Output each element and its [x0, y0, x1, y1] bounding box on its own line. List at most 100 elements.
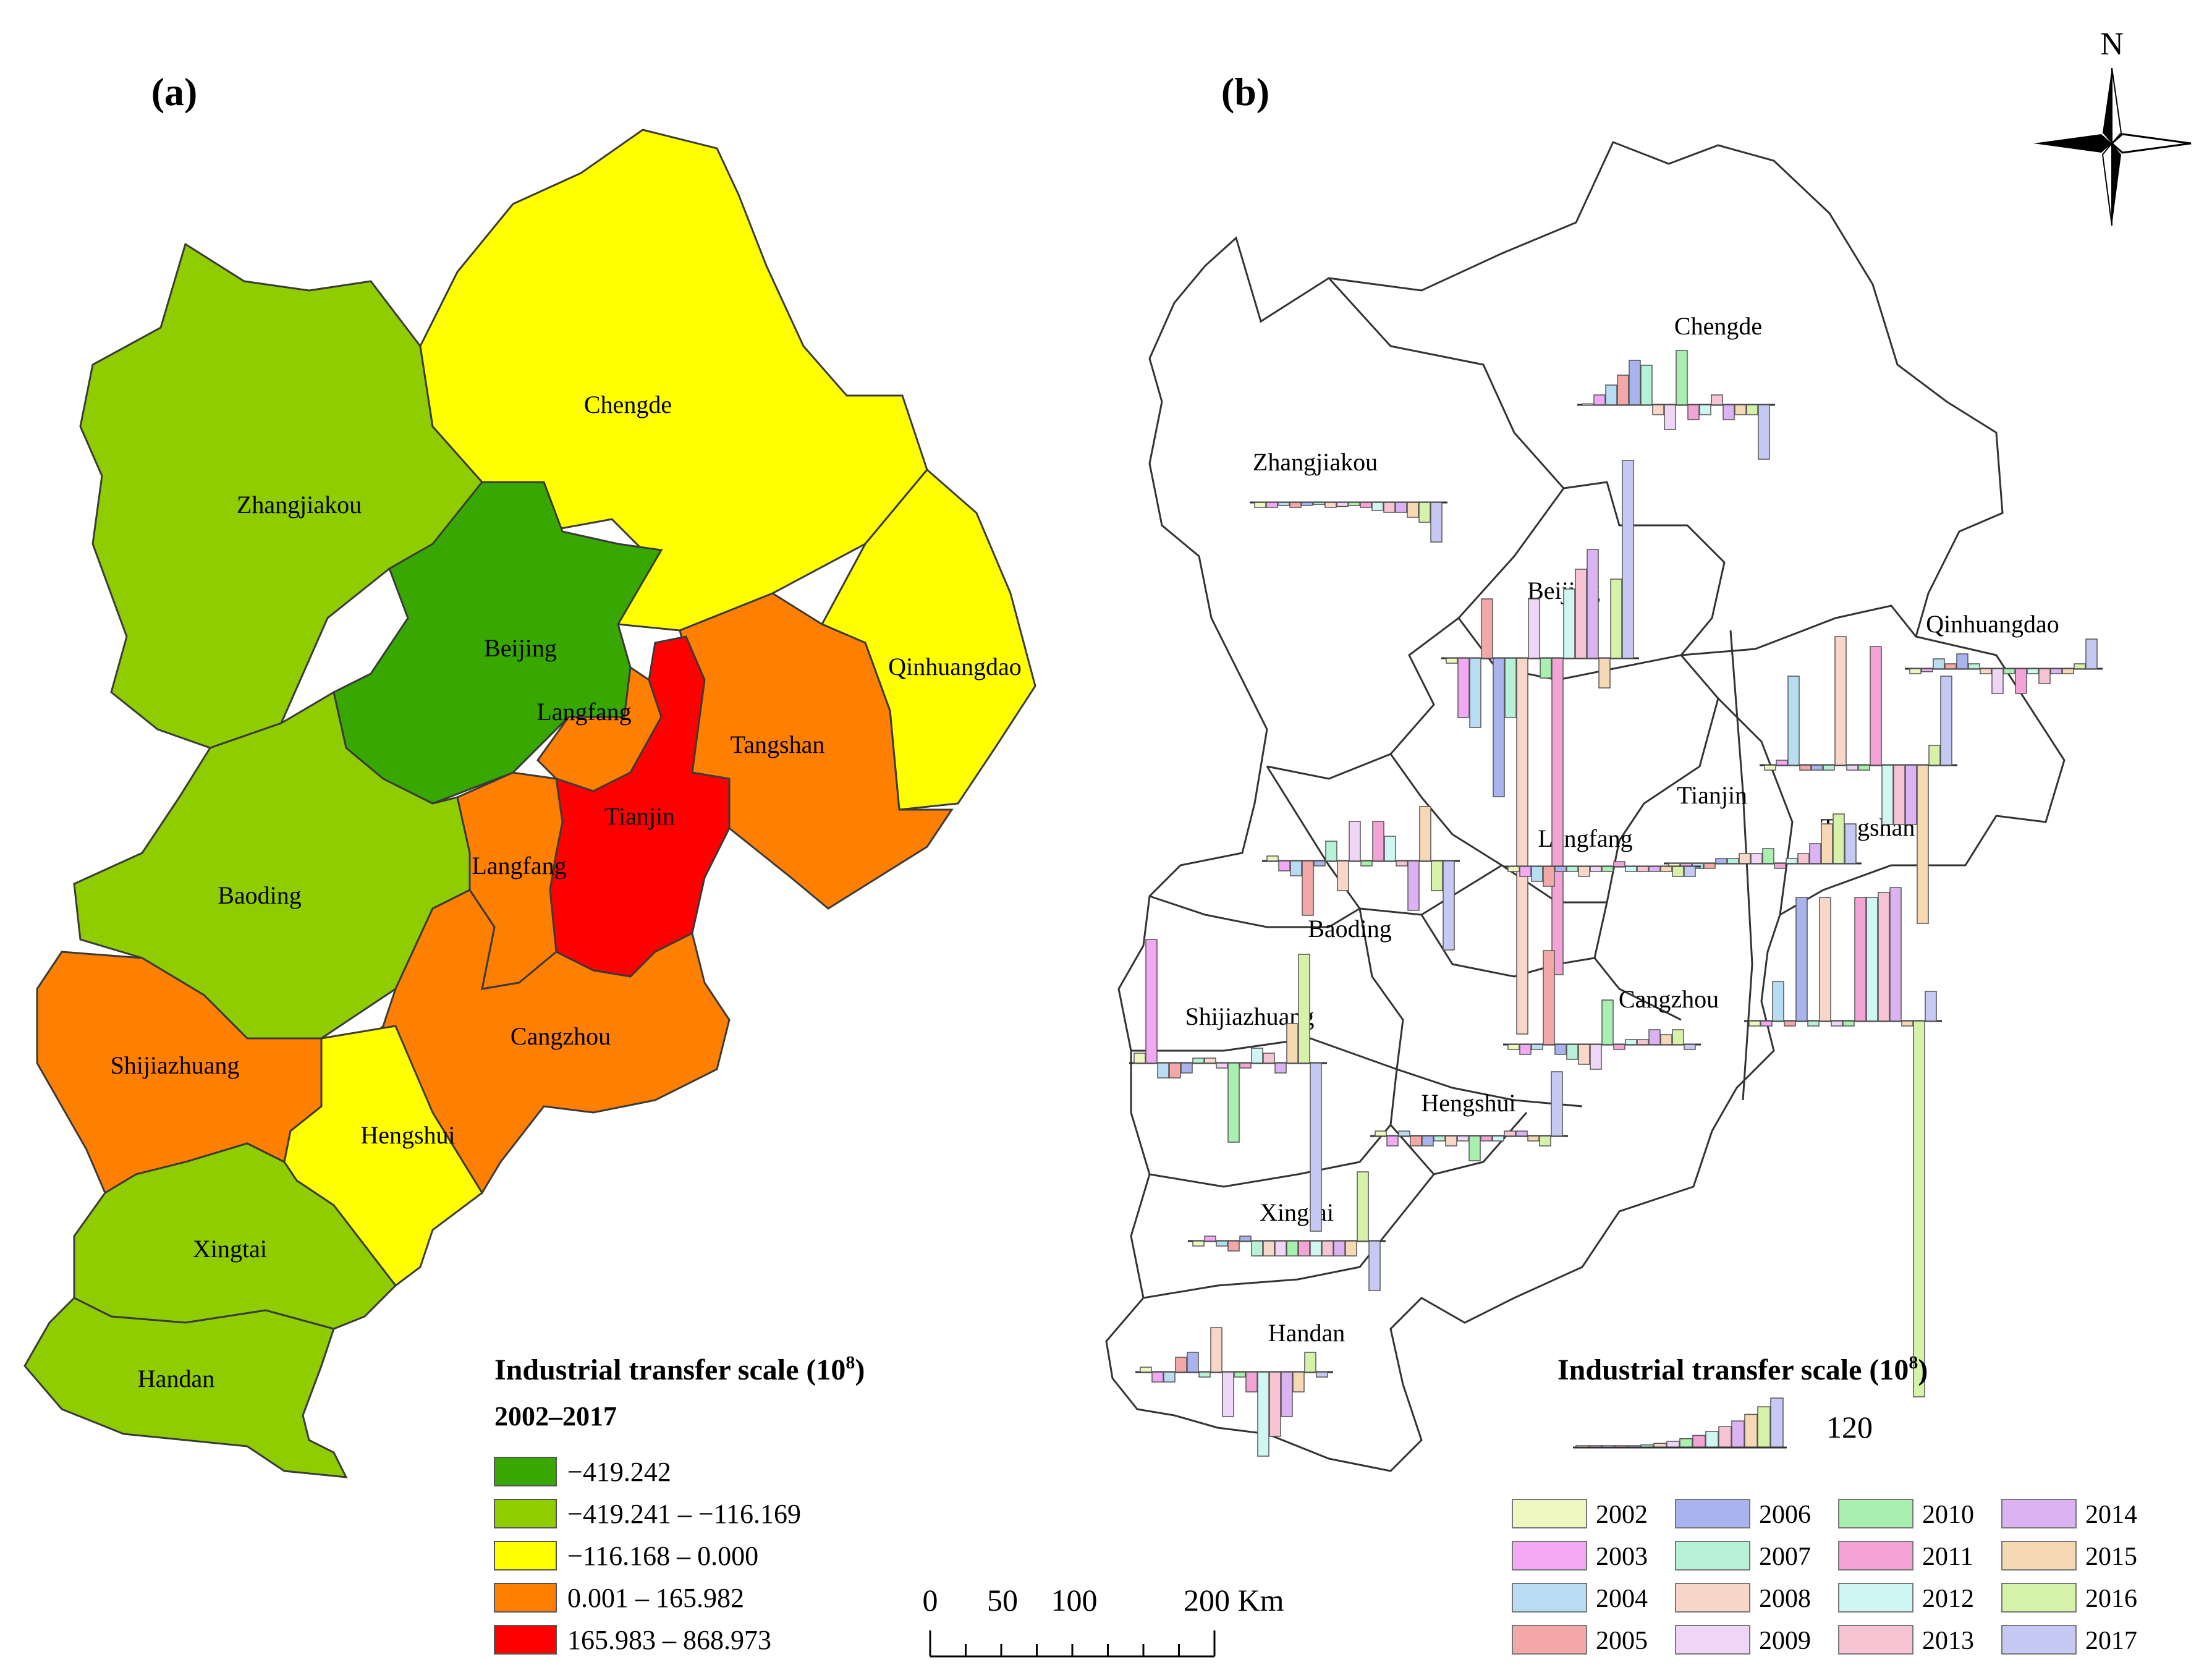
- city-label-baoding: Baoding: [218, 881, 302, 909]
- year-label-2010: 2010: [1922, 1501, 1974, 1529]
- bar-2011: [1687, 404, 1700, 420]
- legend-a-label-2: −419.241 – −116.169: [567, 1499, 801, 1529]
- bar-2012: [1257, 1371, 1269, 1457]
- legend-a-label-4: 0.001 – 165.982: [567, 1583, 744, 1613]
- bar-2009: [1336, 502, 1349, 507]
- b-city-label-zhangjiakou: Zhangjiakou: [1253, 448, 1378, 476]
- bar-2003: [1386, 1135, 1399, 1147]
- bar-chart-chengde: [1577, 350, 1775, 460]
- bar-2013: [1711, 394, 1723, 405]
- bar-chart-hengshui: [1370, 1071, 1568, 1161]
- b-city-label-hengshui: Hengshui: [1421, 1089, 1515, 1117]
- bar-2006: [1554, 1044, 1567, 1055]
- bar-2017: [1551, 1071, 1563, 1137]
- bar-2008: [1578, 866, 1590, 877]
- bar-2017: [1443, 860, 1455, 951]
- bar-2007: [1251, 1240, 1263, 1257]
- bar-2009: [1349, 821, 1361, 862]
- bar-2007: [1566, 1044, 1578, 1060]
- bar-2010: [2003, 668, 2015, 674]
- bar-2013: [1575, 569, 1587, 659]
- panel-b-outer-boundary: [1105, 141, 2066, 1472]
- bar-chart-tangshan: [1760, 636, 1957, 924]
- bar-2005: [1302, 860, 1314, 916]
- bar-2009: [1846, 765, 1858, 771]
- bar-2010: [1601, 866, 1614, 872]
- bar-2008: [1980, 668, 1992, 674]
- panel-a-map: [23, 129, 1036, 1478]
- bar-2004: [1531, 866, 1543, 882]
- bar-2011: [1774, 863, 1786, 869]
- bar-2008: [1324, 502, 1337, 508]
- bar-2016: [1833, 813, 1845, 864]
- bar-2013: [1893, 765, 1905, 825]
- bar-2017: [1844, 823, 1857, 864]
- bar-2002: [1192, 1240, 1205, 1247]
- bar-2012: [1699, 404, 1711, 415]
- bar-2015: [1527, 1135, 1540, 1142]
- bar-2015: [1901, 1020, 1913, 1027]
- year-swatch-2006: [1675, 1499, 1750, 1528]
- bar-2006: [1715, 858, 1727, 864]
- year-swatch-2015: [2001, 1541, 2077, 1570]
- legend-a-label-1: −419.242: [567, 1457, 671, 1487]
- year-label-2006: 2006: [1759, 1501, 1811, 1529]
- bar-2009: [1831, 1020, 1843, 1027]
- bar-2010: [1348, 502, 1360, 506]
- legend-a-swatch-1: [494, 1457, 557, 1486]
- city-label-tangshan: Tangshan: [731, 731, 825, 758]
- b-city-label-baoding: Baoding: [1308, 915, 1392, 943]
- bar-2013: [1637, 1039, 1649, 1045]
- bar-2002: [1909, 668, 1922, 674]
- city-label-langfang-north: Langfang: [536, 698, 631, 726]
- bar-2005: [1944, 663, 1957, 669]
- year-label-2013: 2013: [1922, 1627, 1974, 1655]
- bar-chart-handan: [1135, 1327, 1333, 1457]
- bar-2011: [1372, 821, 1384, 862]
- year-swatch-2010: [1838, 1499, 1913, 1528]
- bar-2012: [1866, 897, 1878, 1022]
- legend-ref-bar: [1679, 1438, 1693, 1448]
- bar-2011: [1870, 646, 1882, 766]
- legend-ref-bar: [1744, 1414, 1758, 1448]
- city-label-handan: Handan: [138, 1365, 214, 1392]
- bar-2013: [1797, 853, 1810, 864]
- bar-2006: [1956, 653, 1968, 669]
- bar-2011: [1298, 1240, 1310, 1257]
- bar-2017: [1684, 1044, 1696, 1050]
- north-arrow-icon: N: [2033, 27, 2192, 226]
- bar-2016: [1304, 1352, 1316, 1373]
- legend-a-swatch-2: [494, 1499, 557, 1528]
- city-label-tianjin: Tianjin: [604, 802, 675, 830]
- bar-2016: [1928, 745, 1941, 766]
- bar-2005: [1175, 1357, 1187, 1373]
- bar-2005: [1289, 502, 1302, 508]
- bar-2011: [1854, 897, 1867, 1022]
- city-label-chengde: Chengde: [584, 391, 672, 418]
- scale-bar-ticks: [929, 1630, 1216, 1656]
- bar-2010: [1858, 765, 1870, 771]
- bar-2002: [1748, 1020, 1761, 1027]
- bar-2013: [1637, 866, 1649, 872]
- bar-2011: [1613, 1044, 1625, 1050]
- bar-2012: [1310, 1240, 1322, 1257]
- year-label-2007: 2007: [1759, 1543, 1811, 1571]
- legend-ref-bar: [1731, 1420, 1745, 1448]
- bar-chart-southeast-cangzhou-coast-: [1744, 887, 1942, 1397]
- bar-2006: [1795, 897, 1808, 1022]
- bar-2011: [1613, 861, 1625, 867]
- city-label-beijing: Beijing: [484, 634, 557, 662]
- bar-2008: [1445, 1135, 1457, 1147]
- bar-2009: [1274, 1240, 1287, 1257]
- bar-2015: [1419, 806, 1431, 862]
- bar-chart-shijiazhuang: [1129, 939, 1327, 1232]
- bar-2012: [1625, 1039, 1637, 1045]
- bar-2016: [1672, 866, 1684, 877]
- bar-2005: [1169, 1062, 1181, 1079]
- bar-chart-cangzhou: [1503, 950, 1701, 1070]
- year-swatch-2007: [1675, 1541, 1750, 1570]
- year-swatch-2003: [1512, 1541, 1587, 1570]
- bar-chart-tianjin: [1664, 813, 1862, 869]
- legend-ref-bar: [1705, 1431, 1719, 1448]
- bar-2014: [1407, 860, 1420, 911]
